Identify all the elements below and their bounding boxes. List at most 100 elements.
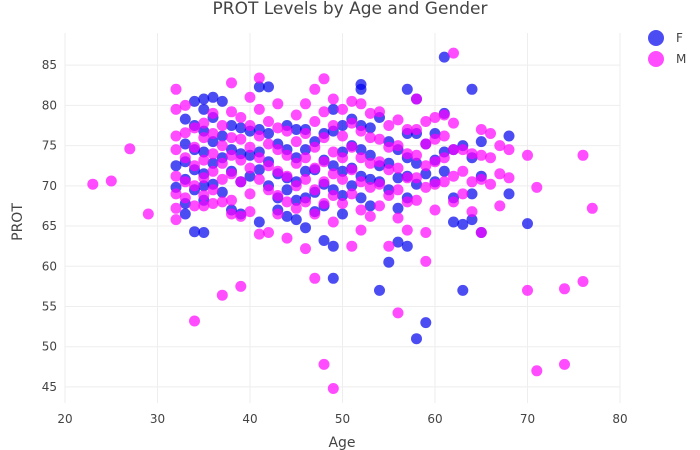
y-tick-label: 45	[42, 380, 57, 394]
data-point-m	[179, 127, 191, 139]
data-point-m	[124, 143, 136, 155]
data-point-m	[318, 198, 330, 209]
data-point-m	[364, 210, 376, 222]
data-point-f	[216, 186, 228, 198]
x-axis-label: Age	[328, 435, 355, 450]
data-point-m	[383, 190, 395, 201]
data-point-f	[411, 333, 422, 345]
data-point-m	[300, 128, 311, 139]
data-point-m	[170, 144, 182, 156]
data-point-m	[355, 98, 367, 110]
data-point-m	[475, 149, 487, 161]
data-point-m	[300, 152, 311, 164]
data-point-m	[207, 184, 219, 196]
data-point-m	[374, 200, 385, 212]
data-point-m	[337, 173, 348, 185]
data-point-m	[531, 365, 543, 377]
data-point-m	[466, 148, 478, 160]
data-point-m	[198, 200, 210, 212]
data-point-m	[253, 152, 265, 164]
data-point-m	[466, 176, 478, 188]
data-point-m	[216, 120, 228, 131]
data-point-f	[392, 236, 404, 248]
data-point-f	[198, 103, 210, 115]
data-point-m	[327, 146, 339, 158]
data-point-m	[170, 188, 182, 200]
legend[interactable]: FM	[648, 30, 686, 67]
data-point-m	[374, 178, 385, 190]
data-point-m	[179, 176, 191, 188]
legend-label-m[interactable]: M	[676, 52, 686, 66]
legend-marker-f[interactable]	[648, 30, 664, 46]
data-point-m	[411, 93, 422, 105]
data-point-m	[189, 315, 200, 327]
x-tick-label: 70	[520, 412, 535, 426]
data-point-m	[244, 206, 256, 218]
data-point-m	[235, 176, 247, 188]
data-point-m	[355, 176, 367, 188]
data-point-f	[300, 165, 311, 177]
data-point-m	[207, 128, 219, 139]
data-point-m	[318, 132, 330, 144]
legend-marker-m[interactable]	[648, 51, 664, 67]
data-point-f	[290, 124, 302, 135]
data-point-m	[300, 196, 311, 208]
data-point-m	[392, 162, 404, 174]
data-point-f	[383, 256, 395, 268]
data-point-m	[300, 98, 311, 110]
data-point-m	[263, 184, 274, 196]
data-point-f	[364, 149, 376, 161]
data-point-m	[392, 184, 404, 196]
data-point-m	[263, 138, 274, 150]
data-point-m	[346, 188, 358, 200]
data-point-m	[235, 210, 247, 222]
data-point-m	[448, 170, 459, 182]
chart-title: PROT Levels by Age and Gender	[213, 0, 488, 19]
data-point-f	[170, 160, 182, 172]
y-tick-label: 75	[42, 139, 57, 153]
data-point-m	[494, 200, 506, 212]
data-point-m	[179, 192, 191, 204]
data-point-m	[522, 149, 533, 161]
data-point-m	[401, 196, 413, 208]
data-point-f	[253, 216, 265, 228]
data-point-m	[226, 149, 237, 161]
data-point-f	[179, 113, 191, 125]
data-point-m	[355, 152, 367, 164]
data-point-m	[327, 216, 339, 228]
data-point-f	[337, 165, 348, 177]
data-point-m	[383, 240, 395, 252]
y-tick-label: 55	[42, 299, 57, 313]
data-point-f	[401, 240, 413, 252]
grid	[64, 33, 621, 403]
data-point-m	[263, 227, 274, 238]
legend-label-f[interactable]: F	[676, 31, 683, 45]
data-point-m	[374, 106, 385, 118]
data-point-m	[207, 107, 219, 119]
data-point-m	[485, 152, 496, 164]
data-point-m	[198, 172, 210, 184]
data-point-m	[290, 109, 302, 121]
data-point-f	[355, 192, 367, 204]
data-point-m	[392, 212, 404, 224]
data-point-m	[429, 204, 441, 216]
data-point-m	[272, 122, 284, 134]
data-point-m	[457, 188, 469, 200]
data-point-f	[457, 218, 469, 230]
data-point-f	[337, 190, 348, 201]
data-point-m	[355, 125, 367, 137]
data-point-m	[226, 194, 237, 206]
data-point-m	[244, 91, 256, 103]
data-point-m	[327, 120, 339, 131]
data-point-m	[207, 198, 219, 209]
data-point-m	[401, 148, 413, 160]
data-point-f	[420, 168, 432, 180]
data-point-m	[522, 284, 533, 296]
data-point-m	[142, 208, 154, 220]
data-point-m	[392, 114, 404, 126]
data-point-m	[281, 232, 293, 244]
data-point-m	[420, 160, 432, 172]
data-point-m	[318, 73, 330, 85]
data-point-m	[364, 107, 376, 119]
data-point-f	[503, 188, 515, 200]
